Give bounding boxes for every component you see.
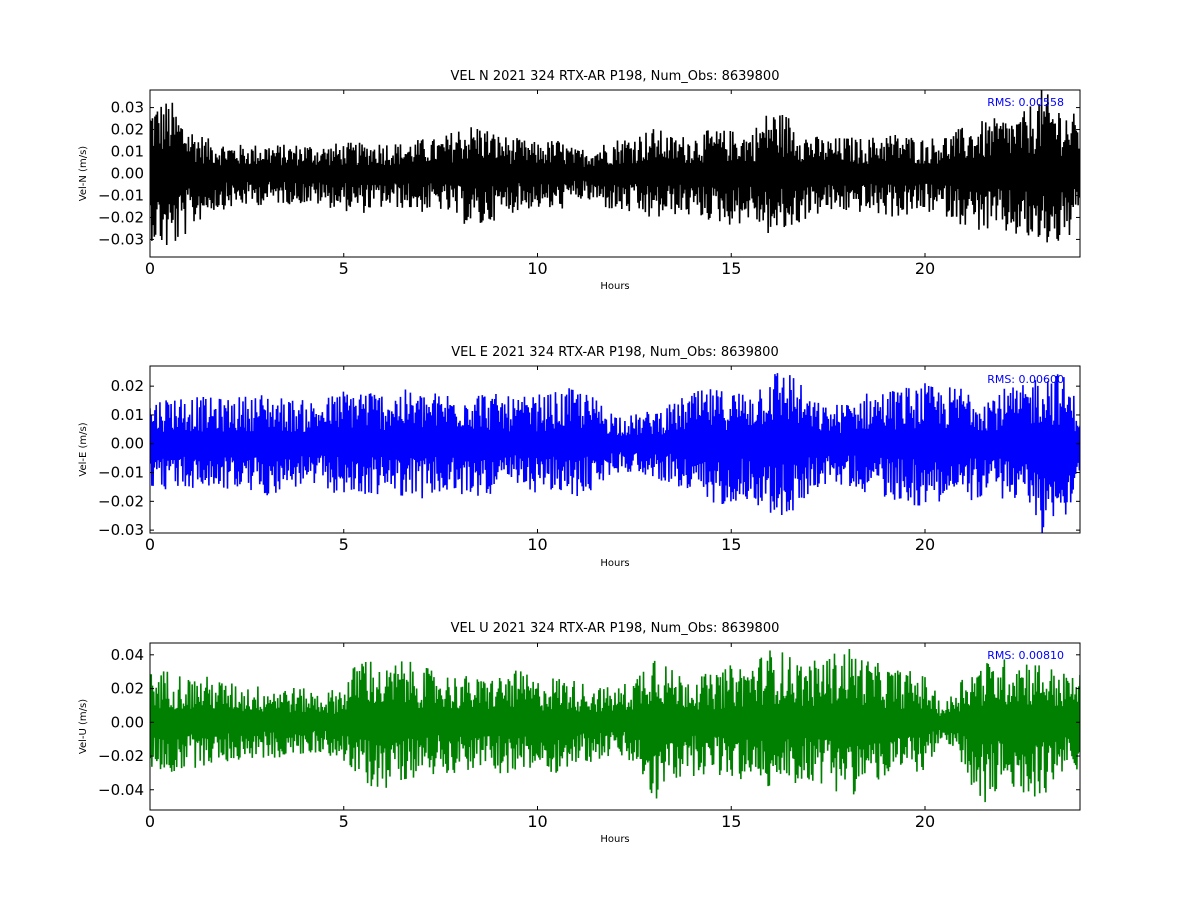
y-tick-label: −0.02 bbox=[98, 747, 144, 765]
y-axis-ticks: −0.03 −0.02 −0.01 0.00 0.01 0.02 0.03 bbox=[98, 99, 1080, 248]
panel-title: VEL U 2021 324 RTX-AR P198, Num_Obs: 863… bbox=[451, 621, 780, 636]
x-tick-label: 20 bbox=[915, 535, 935, 554]
x-axis-ticks: 0 5 10 15 20 bbox=[145, 90, 935, 278]
plot-area-vel-u bbox=[150, 649, 1080, 803]
plot-frame bbox=[149, 642, 1081, 811]
rms-annotation: RMS: 0.00600 bbox=[987, 373, 1064, 386]
plot-frame bbox=[149, 89, 1081, 258]
y-tick-label: 0.00 bbox=[111, 713, 144, 731]
y-tick-label: 0.02 bbox=[111, 121, 144, 139]
x-tick-label: 20 bbox=[915, 259, 935, 278]
x-tick-label: 0 bbox=[145, 812, 155, 831]
x-axis-label: Hours bbox=[600, 834, 629, 845]
panel-vel-u: VEL U 2021 324 RTX-AR P198, Num_Obs: 863… bbox=[78, 621, 1081, 845]
series-line-vel-e bbox=[150, 373, 1080, 533]
x-tick-label: 5 bbox=[339, 259, 349, 278]
x-tick-label: 10 bbox=[527, 812, 547, 831]
series-line-vel-u bbox=[150, 649, 1080, 803]
y-axis-ticks: −0.03 −0.02 −0.01 0.00 0.01 0.02 bbox=[98, 377, 1080, 539]
y-axis-label: Vel-N (m/s) bbox=[78, 146, 89, 201]
x-axis-ticks: 0 5 10 15 20 bbox=[145, 366, 935, 554]
plot-area-vel-e bbox=[150, 373, 1080, 533]
rms-annotation: RMS: 0.00558 bbox=[987, 96, 1064, 109]
y-tick-label: 0.00 bbox=[111, 435, 144, 453]
x-tick-label: 0 bbox=[145, 535, 155, 554]
plot-area-vel-n bbox=[150, 90, 1080, 246]
y-tick-label: 0.01 bbox=[111, 143, 144, 161]
y-tick-label: 0.02 bbox=[111, 377, 144, 395]
plot-frame bbox=[149, 365, 1081, 534]
y-tick-label: −0.02 bbox=[98, 492, 144, 510]
y-tick-label: −0.03 bbox=[98, 521, 144, 539]
y-tick-label: 0.02 bbox=[111, 680, 144, 698]
series-line-vel-n bbox=[150, 90, 1080, 246]
y-tick-label: 0.00 bbox=[111, 165, 144, 183]
x-tick-label: 15 bbox=[721, 535, 741, 554]
panel-vel-n: VEL N 2021 324 RTX-AR P198, Num_Obs: 863… bbox=[78, 69, 1081, 292]
x-tick-label: 5 bbox=[339, 535, 349, 554]
y-axis-label: Vel-U (m/s) bbox=[78, 699, 89, 754]
panel-title: VEL N 2021 324 RTX-AR P198, Num_Obs: 863… bbox=[451, 69, 780, 84]
y-tick-label: −0.04 bbox=[98, 781, 144, 799]
x-tick-label: 0 bbox=[145, 259, 155, 278]
x-axis-label: Hours bbox=[600, 558, 629, 569]
x-axis-ticks: 0 5 10 15 20 bbox=[145, 643, 935, 831]
panel-title: VEL E 2021 324 RTX-AR P198, Num_Obs: 863… bbox=[451, 345, 778, 360]
x-axis-label: Hours bbox=[600, 281, 629, 292]
y-tick-label: −0.01 bbox=[98, 186, 144, 204]
y-tick-label: 0.04 bbox=[111, 646, 144, 664]
y-tick-label: 0.01 bbox=[111, 406, 144, 424]
y-tick-label: −0.01 bbox=[98, 464, 144, 482]
rms-annotation: RMS: 0.00810 bbox=[987, 649, 1064, 662]
x-tick-label: 20 bbox=[915, 812, 935, 831]
y-axis-label: Vel-E (m/s) bbox=[78, 422, 89, 476]
x-tick-label: 10 bbox=[527, 259, 547, 278]
x-tick-label: 5 bbox=[339, 812, 349, 831]
y-tick-label: 0.03 bbox=[111, 99, 144, 117]
x-tick-label: 15 bbox=[721, 812, 741, 831]
x-tick-label: 10 bbox=[527, 535, 547, 554]
y-axis-ticks: −0.04 −0.02 0.00 0.02 0.04 bbox=[98, 646, 1080, 799]
y-tick-label: −0.02 bbox=[98, 208, 144, 226]
panel-vel-e: VEL E 2021 324 RTX-AR P198, Num_Obs: 863… bbox=[78, 345, 1081, 569]
y-tick-label: −0.03 bbox=[98, 230, 144, 248]
x-tick-label: 15 bbox=[721, 259, 741, 278]
